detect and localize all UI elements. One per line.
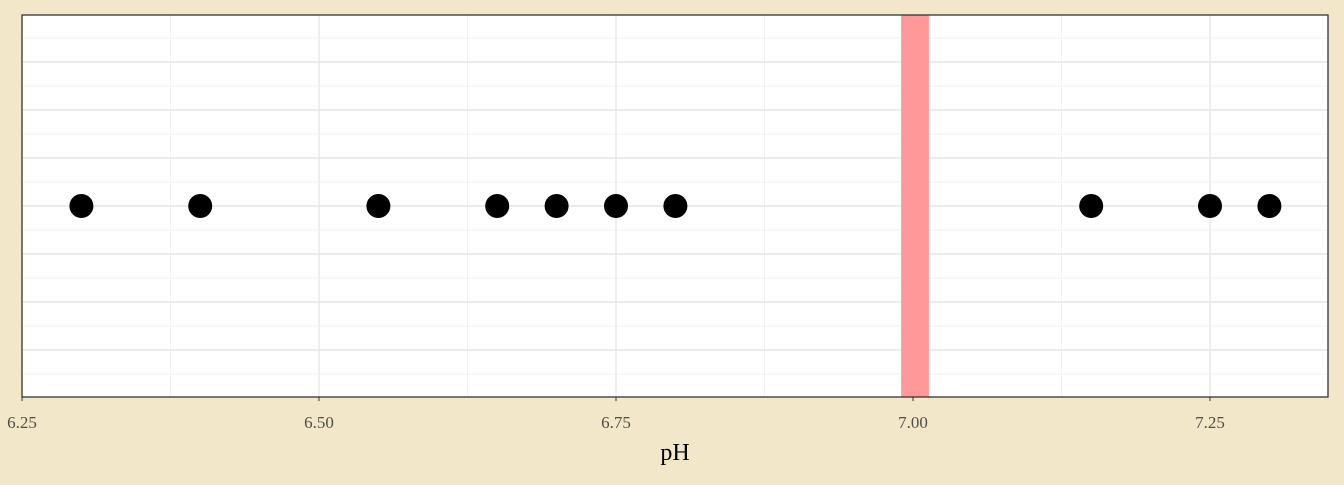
data-point: [188, 194, 213, 218]
grid-lines: [22, 15, 1328, 397]
x-tick-label: 7.25: [1195, 413, 1225, 432]
x-tick-label: 6.50: [304, 413, 334, 432]
x-axis-ticks: 6.25 6.50 6.75 7.00 7.25: [7, 397, 1225, 432]
x-tick-label: 6.25: [7, 413, 37, 432]
data-point: [366, 194, 391, 218]
data-points: [69, 194, 1282, 218]
data-point: [1198, 194, 1222, 218]
data-point: [485, 194, 510, 218]
reference-band-layer: [901, 15, 929, 397]
data-point: [663, 194, 688, 218]
data-point: [69, 194, 94, 218]
x-tick-label: 7.00: [898, 413, 928, 432]
x-axis-title: pH: [660, 440, 689, 466]
data-point: [604, 194, 628, 218]
data-point: [1079, 194, 1104, 218]
plot-border: [21, 14, 1329, 398]
data-point: [544, 194, 569, 218]
data-point: [1257, 194, 1282, 218]
reference-band: [901, 15, 929, 397]
x-tick-label: 6.75: [601, 413, 631, 432]
